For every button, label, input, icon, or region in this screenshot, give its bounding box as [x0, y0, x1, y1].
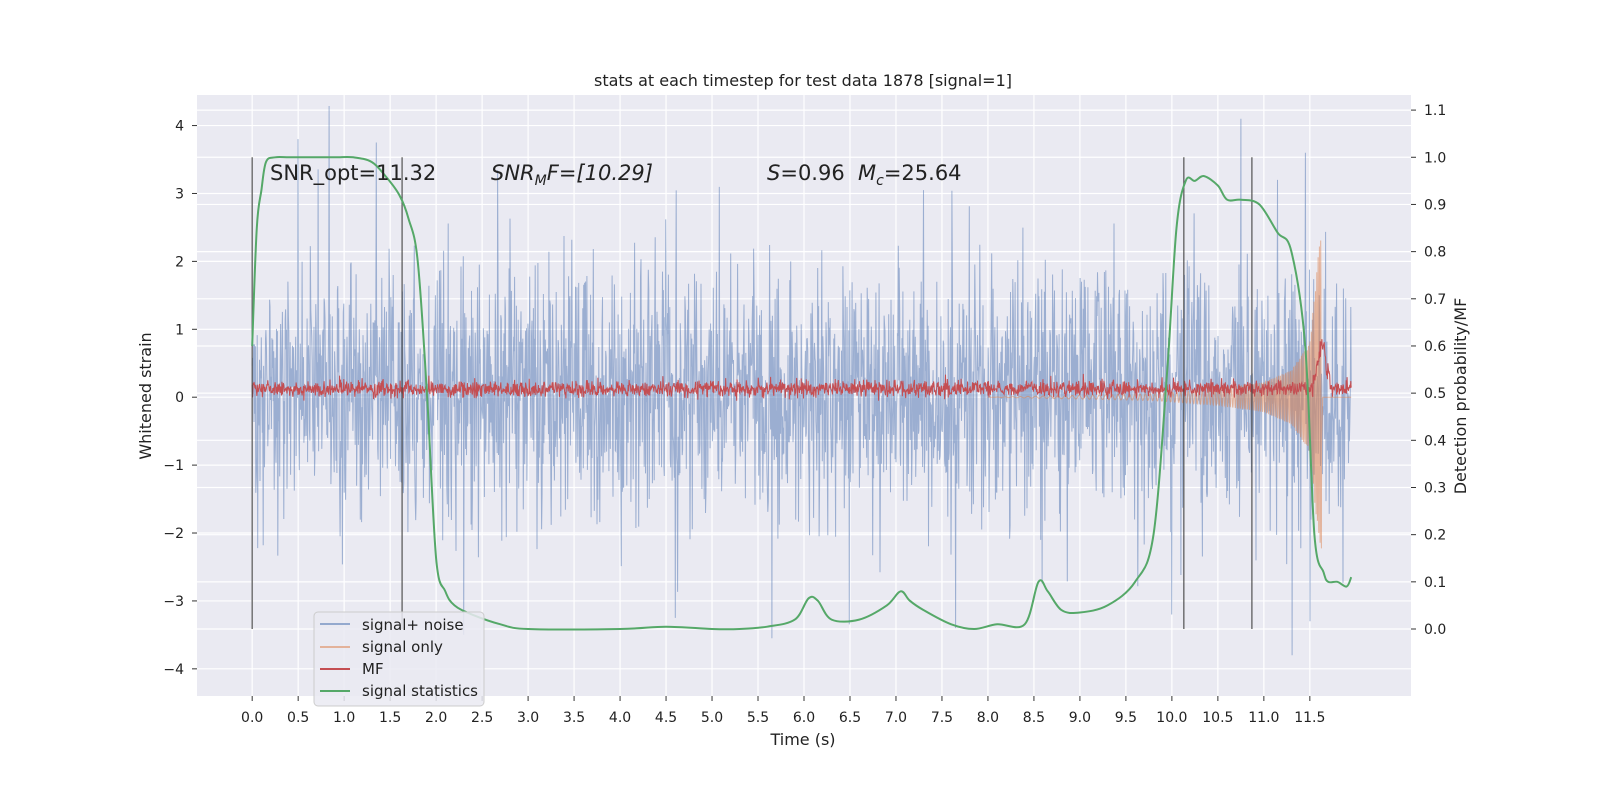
signal-noise-trace [251, 105, 1352, 656]
y-right-tick-label: 0.8 [1424, 245, 1446, 261]
x-tick-label: 6.0 [793, 710, 815, 726]
legend-item-signal-only: signal only [320, 638, 443, 656]
y-left-tick-label: 0 [175, 390, 184, 406]
legend-item-signal-noise: signal+ noise [320, 616, 464, 634]
y-right-tick-label: 0.2 [1424, 528, 1446, 544]
annotation-snr-mf: SNRMF=[10.29] [491, 161, 653, 189]
vertical-markers [251, 157, 1253, 630]
annotation-s-symbol: S [767, 161, 780, 185]
chart-title: stats at each timestep for test data 187… [594, 71, 1012, 90]
x-tick-label: 1.0 [333, 710, 355, 726]
annotation-mc-subscript: c [876, 173, 884, 189]
x-tick-label: 0.5 [287, 710, 309, 726]
y-right-tick-label: 0.7 [1424, 292, 1446, 308]
legend-label-signal-statistics: signal statistics [362, 682, 478, 700]
y-axis-label-left: Whitened strain [136, 332, 155, 459]
y-left-tick-label: 1 [175, 322, 184, 338]
x-tick-label: 4.0 [609, 710, 631, 726]
series-signal-noise [251, 105, 1352, 656]
annotation-mc-symbol: M [858, 161, 876, 185]
x-tick-label: 8.0 [977, 710, 999, 726]
annotation-mc: Mc=25.64 [858, 161, 962, 189]
y-right-tick-label: 0.3 [1424, 480, 1446, 496]
x-tick-label: 11.5 [1294, 710, 1325, 726]
y-left-tick-label: 4 [175, 119, 184, 135]
x-tick-label: 1.5 [379, 710, 401, 726]
y-axis-label-right: Detection probability/MF [1451, 298, 1470, 495]
x-tick-label: 3.0 [517, 710, 539, 726]
y-right-tick-label: 1.0 [1424, 150, 1446, 166]
x-tick-label: 10.0 [1156, 710, 1187, 726]
y-left-tick-label: −1 [163, 458, 184, 474]
signal-only-trace [987, 240, 1352, 549]
y-right-tick-label: 1.1 [1424, 103, 1446, 119]
legend-label-mf: MF [362, 660, 384, 678]
annotations: SNR_opt=11.32 SNRMF=[10.29] S=0.96 Mc=25… [270, 161, 962, 189]
y-right-tick-label: 0.0 [1424, 622, 1446, 638]
x-tick-label: 9.5 [1115, 710, 1137, 726]
y-right-tick-label: 0.6 [1424, 339, 1446, 355]
y-left-tick-label: −4 [163, 662, 184, 678]
y-left-tick-label: −3 [163, 594, 184, 610]
y-left-tick-label: 3 [175, 186, 184, 202]
x-tick-label: 7.0 [885, 710, 907, 726]
series-mf [251, 339, 1352, 401]
legend-item-mf: MF [320, 660, 384, 678]
y-right-tick-label: 0.4 [1424, 433, 1446, 449]
x-tick-label: 5.5 [747, 710, 769, 726]
x-tick-label: 7.5 [931, 710, 953, 726]
legend-box [313, 611, 485, 707]
x-tick-label: 3.5 [563, 710, 585, 726]
series-signal-only [987, 240, 1352, 549]
x-tick-label: 11.0 [1248, 710, 1279, 726]
series-signal-statistics [251, 155, 1353, 631]
legend-label-signal-only: signal only [362, 638, 443, 656]
grid [197, 95, 1411, 696]
x-tick-label: 8.5 [1023, 710, 1045, 726]
annotation-mc-value: =25.64 [884, 161, 962, 185]
x-tick-label: 4.5 [655, 710, 677, 726]
x-tick-label: 2.0 [425, 710, 447, 726]
ticks: 0.0 0.5 1.0 1.5 2.0 2.5 3.0 3.5 4.0 4.5 5.0 5.5 6.0 6… [163, 103, 1446, 726]
annotation-snr-mf-symbol: SNR [491, 161, 535, 185]
x-tick-label: 2.5 [471, 710, 493, 726]
signal-statistics-line [251, 155, 1353, 631]
y-left-tick-label: −2 [163, 526, 184, 542]
annotation-snr-mf-subscript: M [535, 173, 547, 189]
y-right-tick-label: 0.5 [1424, 386, 1446, 402]
x-tick-label: 9.0 [1069, 710, 1091, 726]
legend-label-signal-noise: signal+ noise [362, 616, 464, 634]
x-tick-label: 10.5 [1202, 710, 1233, 726]
annotation-snr-mf-value: F=[10.29] [547, 161, 653, 185]
annotation-s-value: =0.96 [780, 161, 844, 185]
x-axis-label: Time (s) [769, 730, 835, 749]
y-left-tick-label: 2 [175, 254, 184, 270]
annotation-s: S=0.96 [767, 161, 845, 185]
legend-item-signal-statistics: signal statistics [320, 682, 478, 700]
y-right-tick-label: 0.9 [1424, 197, 1446, 213]
x-tick-label: 6.5 [839, 710, 861, 726]
legend: signal+ noise signal only MF signal stat… [313, 611, 485, 707]
x-tick-label: 0.0 [241, 710, 263, 726]
annotation-snr-opt: SNR_opt=11.32 [270, 161, 436, 186]
y-right-tick-label: 0.1 [1424, 575, 1446, 591]
mf-trace [251, 339, 1352, 401]
x-tick-label: 5.0 [701, 710, 723, 726]
